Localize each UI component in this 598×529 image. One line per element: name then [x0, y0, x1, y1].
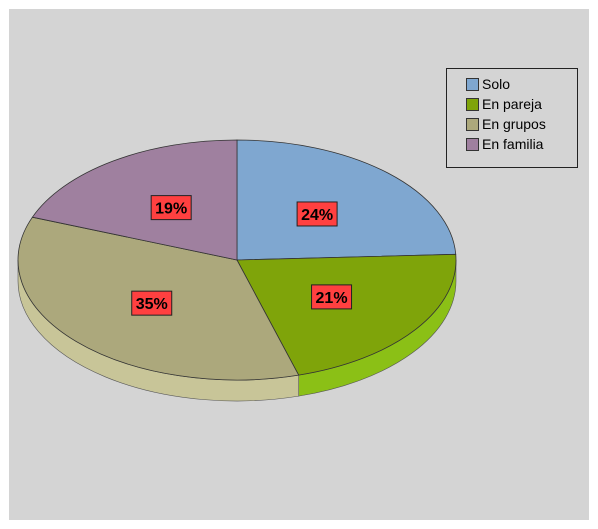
legend-item-en-familia: En familia	[466, 134, 577, 154]
legend-swatch-en-pareja	[466, 97, 479, 111]
pie-slice-solo	[236, 139, 457, 261]
legend-label-solo: Solo	[482, 76, 511, 92]
pie-slice-en-familia	[31, 139, 238, 261]
legend-item-en-grupos: En grupos	[466, 114, 577, 134]
data-label-en-pareja: 21%	[311, 284, 353, 310]
chart-area: 24% 21% 35% 19% Solo En pareja En grupos En…	[9, 9, 589, 520]
data-label-en-grupos: 35%	[131, 290, 173, 316]
data-label-en-familia: 19%	[150, 195, 192, 221]
legend-item-solo: Solo	[466, 74, 577, 94]
data-label-text-en-familia: 19%	[155, 201, 187, 218]
data-label-box-en-familia	[150, 195, 192, 221]
data-label-box-en-pareja	[311, 284, 353, 310]
legend-item-en-pareja: En pareja	[466, 94, 577, 114]
data-label-box-solo	[296, 201, 338, 227]
legend-swatch-en-familia	[466, 137, 479, 151]
legend-swatch-solo	[466, 77, 479, 91]
pie-slice-en-pareja	[236, 253, 457, 376]
data-label-text-en-grupos: 35%	[136, 296, 168, 313]
pie-chart: 24% 21% 35% 19%	[17, 139, 457, 402]
legend-swatch-en-grupos	[466, 117, 479, 131]
data-label-box-en-grupos	[131, 290, 173, 316]
data-label-text-en-pareja: 21%	[316, 290, 348, 307]
legend-label-en-grupos: En grupos	[482, 116, 546, 132]
data-label-text-solo: 24%	[301, 207, 333, 224]
legend-label-en-pareja: En pareja	[482, 96, 542, 112]
chart-legend: Solo En pareja En grupos En familia	[446, 68, 578, 168]
data-label-solo: 24%	[296, 201, 338, 227]
legend-label-en-familia: En familia	[482, 136, 544, 152]
